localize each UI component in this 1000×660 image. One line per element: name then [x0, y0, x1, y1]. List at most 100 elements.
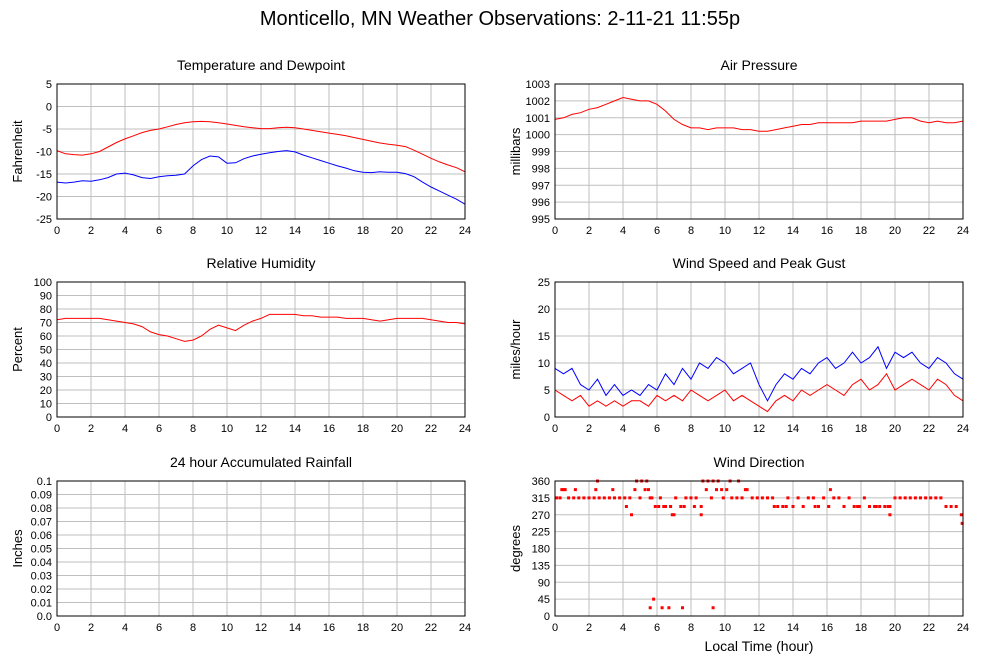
- temp-series-0-line: [56, 120, 466, 173]
- direction-point: [791, 505, 795, 508]
- rain-chart: 0 2 4 6 8 10 12 14 16 18 20 22 240.00.010.020.030.04…: [10, 454, 471, 634]
- direction-x-tick-label: 12: [753, 622, 765, 634]
- wind-plot-border: [554, 281, 964, 418]
- direction-point: [811, 496, 815, 500]
- direction-point: [657, 505, 661, 508]
- temp-series-1-line: [56, 150, 466, 205]
- temp-x-tick-label: 2: [88, 225, 94, 237]
- direction-point: [573, 488, 577, 492]
- direction-point: [827, 505, 831, 508]
- direction-point: [740, 496, 744, 500]
- direction-point: [577, 496, 581, 500]
- direction-point: [592, 496, 596, 500]
- pressure-plot-border: [554, 83, 964, 220]
- humidity-y-tick-label: 40: [40, 358, 52, 370]
- rain-x-tick-label: 10: [221, 622, 233, 634]
- direction-point: [878, 505, 882, 508]
- temp-x-tick-label: 24: [459, 225, 471, 237]
- temp-y-tick-label: -15: [36, 169, 52, 181]
- direction-point: [607, 496, 611, 500]
- pressure-y-tick-label: 997: [532, 180, 550, 192]
- direction-point: [643, 488, 647, 492]
- rain-plot-border: [56, 480, 466, 617]
- pressure-x-tick-label: 22: [923, 225, 935, 237]
- humidity-x-tick-label: 12: [255, 423, 267, 435]
- rain-y-tick-label: 0.1: [37, 476, 52, 488]
- humidity-chart: 0 2 4 6 8 10 12 14 16 18 20 22 240102030405060708090…: [10, 255, 471, 435]
- direction-point: [806, 496, 810, 500]
- direction-point: [874, 505, 878, 508]
- direction-point: [624, 505, 628, 508]
- humidity-x-tick-label: 0: [54, 423, 60, 435]
- wind-y-tick-label: 25: [538, 277, 550, 289]
- direction-point: [658, 496, 662, 500]
- temp-x-tick-label: 6: [156, 225, 162, 237]
- humidity-y-tick-label: 60: [40, 331, 52, 343]
- direction-point: [781, 505, 785, 508]
- direction-point: [653, 505, 657, 508]
- rain-y-axis-label: Inches: [10, 529, 25, 568]
- direction-x-tick-label: 10: [719, 622, 731, 634]
- direction-point: [801, 505, 805, 508]
- humidity-plot-border: [56, 281, 466, 418]
- direction-point: [852, 505, 856, 508]
- rain-y-tick-label: 0.02: [31, 584, 52, 596]
- wind-x-tick-label: 0: [552, 423, 558, 435]
- humidity-y-tick-label: 90: [40, 291, 52, 303]
- direction-point: [730, 496, 734, 500]
- rain-x-tick-label: 8: [190, 622, 196, 634]
- direction-x-tick-label: 16: [821, 622, 833, 634]
- direction-x-tick-label: 22: [923, 622, 935, 634]
- wind-y-tick-label: 5: [544, 385, 550, 397]
- direction-y-tick-label: 135: [532, 560, 550, 572]
- direction-x-axis-label: Local Time (hour): [705, 638, 814, 654]
- direction-point: [667, 606, 671, 610]
- pressure-y-tick-label: 998: [532, 163, 550, 175]
- rain-x-tick-label: 0: [54, 622, 60, 634]
- direction-point: [735, 496, 739, 500]
- humidity-chart-title: Relative Humidity: [207, 255, 316, 271]
- temp-y-tick-label: 5: [46, 79, 52, 91]
- direction-point: [682, 505, 686, 508]
- direction-point: [888, 505, 892, 508]
- direction-point: [832, 496, 836, 500]
- humidity-x-tick-label: 24: [459, 423, 471, 435]
- direction-point: [679, 505, 683, 508]
- direction-point: [862, 496, 866, 500]
- direction-point: [766, 496, 769, 500]
- rain-x-tick-label: 22: [425, 622, 437, 634]
- direction-y-tick-label: 270: [532, 510, 550, 522]
- direction-x-tick-label: 8: [688, 622, 694, 634]
- direction-point: [699, 505, 703, 508]
- direction-point: [960, 521, 964, 525]
- direction-point: [913, 496, 917, 500]
- direction-point: [924, 496, 928, 500]
- wind-x-tick-label: 18: [855, 423, 867, 435]
- humidity-x-tick-label: 8: [190, 423, 196, 435]
- direction-point: [648, 496, 652, 500]
- temp-x-tick-label: 18: [357, 225, 369, 237]
- rain-x-tick-label: 24: [459, 622, 471, 634]
- rain-y-tick-label: 0.06: [31, 530, 52, 542]
- direction-y-tick-label: 360: [532, 476, 550, 488]
- direction-point: [638, 496, 642, 500]
- pressure-x-tick-label: 4: [620, 225, 626, 237]
- humidity-x-tick-label: 4: [122, 423, 128, 435]
- direction-point: [628, 496, 632, 500]
- direction-chart-title: Wind Direction: [713, 454, 804, 470]
- direction-point: [837, 496, 841, 500]
- pressure-y-tick-label: 999: [532, 147, 550, 159]
- wind-x-tick-label: 22: [923, 423, 935, 435]
- humidity-y-tick-label: 30: [40, 372, 52, 384]
- rain-y-tick-label: 0.05: [31, 544, 52, 556]
- direction-point: [692, 505, 696, 508]
- direction-point: [704, 488, 708, 492]
- rain-y-tick-label: 0.01: [31, 598, 52, 610]
- rain-x-tick-label: 2: [88, 622, 94, 634]
- direction-point: [898, 496, 902, 500]
- temp-y-tick-label: -10: [36, 147, 52, 159]
- direction-point: [755, 496, 759, 500]
- direction-point: [772, 505, 776, 508]
- direction-point: [597, 496, 601, 500]
